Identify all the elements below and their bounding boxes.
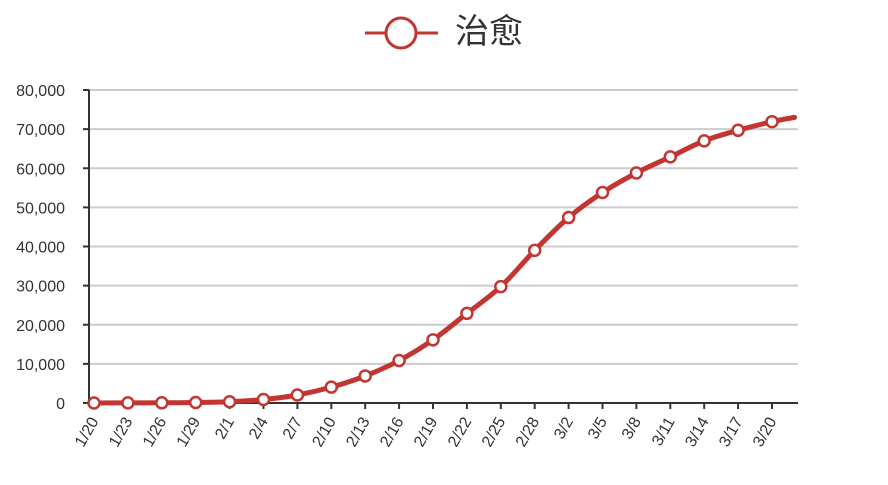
x-tick-label: 1/26	[140, 414, 170, 450]
x-tick-label: 3/20	[750, 414, 780, 450]
y-tick-label: 80,000	[16, 83, 65, 100]
x-tick-label: 2/19	[411, 414, 441, 450]
legend-marker-swatch	[384, 16, 418, 50]
x-tick-label: 1/29	[174, 414, 204, 450]
y-tick-label: 30,000	[16, 279, 65, 296]
x-tick-label: 1/20	[72, 414, 102, 450]
series-line-recovered	[91, 114, 798, 406]
data-point[interactable]	[629, 166, 644, 180]
x-tick-label: 2/16	[377, 414, 407, 450]
data-point[interactable]	[561, 210, 576, 225]
x-tick-label: 3/11	[649, 414, 679, 449]
data-point[interactable]	[222, 394, 237, 409]
data-point[interactable]	[256, 392, 271, 407]
x-tick-label: 2/7	[280, 414, 306, 442]
series-layer	[87, 114, 798, 410]
x-tick-label: 2/10	[309, 414, 339, 450]
y-tick-label: 20,000	[16, 318, 65, 335]
x-tick-label: 3/5	[585, 414, 611, 442]
data-point[interactable]	[460, 306, 474, 321]
y-tick-label: 40,000	[16, 240, 65, 257]
data-point[interactable]	[188, 395, 203, 410]
legend[interactable]: 治愈	[365, 13, 523, 51]
x-tick-label: 2/25	[479, 414, 509, 450]
x-tick-label: 3/14	[682, 414, 712, 450]
y-tick-label: 50,000	[16, 200, 65, 217]
legend-label: 治愈	[455, 13, 523, 51]
x-tick-label: 2/13	[343, 414, 373, 450]
y-tick-label: 10,000	[16, 357, 65, 374]
data-point[interactable]	[527, 243, 542, 258]
data-point[interactable]	[155, 396, 169, 410]
data-point[interactable]	[392, 353, 406, 368]
x-tick-label: 3/2	[551, 414, 577, 442]
data-point[interactable]	[290, 388, 305, 402]
x-tick-label: 3/17	[716, 414, 746, 450]
data-point[interactable]	[324, 380, 339, 394]
data-point[interactable]	[494, 279, 508, 294]
x-tick-label: 2/22	[445, 414, 475, 450]
y-tick-label: 60,000	[16, 161, 65, 178]
data-point[interactable]	[87, 396, 101, 410]
data-point[interactable]	[595, 185, 610, 200]
data-point[interactable]	[121, 396, 135, 410]
data-point[interactable]	[697, 134, 711, 148]
grid-lines	[89, 89, 798, 365]
x-tick-label: 3/8	[619, 414, 645, 442]
x-tick-label: 2/1	[212, 414, 238, 442]
data-point[interactable]	[765, 114, 779, 129]
y-axis: 0 10,000 20,000 30,000 40,000 50,000 60,000 70,…	[16, 83, 90, 413]
y-tick-label: 70,000	[16, 122, 65, 139]
y-tick-label: 0	[56, 396, 65, 413]
x-axis: 1/20 1/23 1/26 1/29 2/1 2/4 2/7 2/10 2/13 2/16 2/1…	[72, 402, 798, 450]
x-tick-label: 2/4	[246, 414, 272, 442]
data-point[interactable]	[663, 150, 678, 164]
data-point[interactable]	[426, 333, 440, 347]
data-point[interactable]	[358, 369, 372, 383]
x-tick-label: 2/28	[513, 414, 543, 450]
data-point[interactable]	[731, 123, 745, 138]
x-tick-label: 1/23	[106, 414, 136, 450]
